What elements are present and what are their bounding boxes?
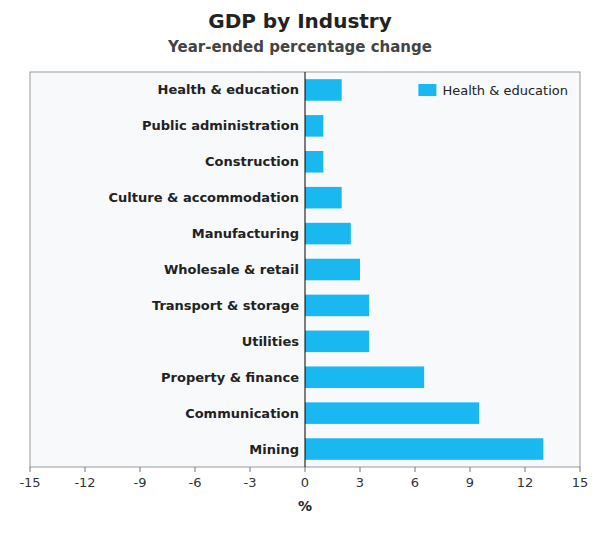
bar [305,223,351,245]
legend: Health & education [418,83,568,98]
bar [305,151,323,173]
bar [305,187,342,209]
x-tick-label: 9 [466,475,474,490]
x-tick [580,467,581,472]
x-tick-label: 3 [356,475,364,490]
bar [305,366,424,388]
category-label: Wholesale & retail [164,262,299,277]
category-label: Property & finance [161,370,299,385]
zero-line [305,72,306,467]
x-tick [195,467,196,472]
plot-frame [30,72,580,467]
x-tick [140,467,141,472]
x-tick [470,467,471,472]
subtitle: Year-ended percentage change [167,38,432,56]
x-tick [250,467,251,472]
chart: GDP by Industry Year-ended percentage cha… [0,0,600,535]
category-label: Mining [249,442,299,457]
x-tick [415,467,416,472]
category-label: Culture & accommodation [109,190,299,205]
title: GDP by Industry [208,9,392,33]
category-label: Construction [205,154,299,169]
x-tick-label: -12 [74,475,95,490]
category-label: Communication [185,406,299,421]
x-tick [305,467,306,472]
x-axis-label: % [298,498,312,514]
x-tick-label: 15 [572,475,589,490]
x-tick-label: 6 [411,475,419,490]
x-tick [30,467,31,472]
x-tick-label: 0 [301,475,309,490]
category-label: Public administration [142,118,299,133]
bar [305,438,543,460]
category-label: Manufacturing [192,226,299,241]
x-tick-label: -9 [134,475,147,490]
bar [305,115,323,137]
bars [305,79,543,460]
bar [305,259,360,281]
x-tick [360,467,361,472]
bar [305,402,479,424]
x-tick-label: 12 [517,475,534,490]
bar [305,331,369,353]
x-tick-label: -6 [189,475,202,490]
x-tick [85,467,86,472]
x-tick-label: -15 [19,475,40,490]
legend-label: Health & education [442,83,568,98]
x-tick [525,467,526,472]
category-label: Health & education [158,82,300,97]
bar [305,79,342,101]
legend-swatch [418,84,436,96]
category-label: Transport & storage [152,298,299,313]
bar [305,295,369,317]
x-tick-label: -3 [244,475,257,490]
category-label: Utilities [242,334,300,349]
